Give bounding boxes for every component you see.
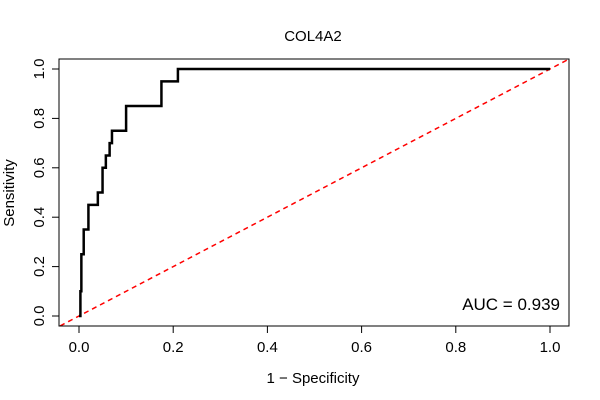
x-tick-label: 0.8 — [445, 339, 466, 356]
y-axis-label: Sensitivity — [1, 159, 18, 227]
y-tick-label: 0.6 — [31, 157, 48, 178]
chart-title: COL4A2 — [284, 28, 342, 45]
x-tick-label: 1.0 — [540, 339, 561, 356]
y-tick-label: 1.0 — [31, 59, 48, 80]
reference-diagonal-line — [59, 58, 570, 327]
x-axis: 0.0 0.2 0.4 0.6 0.8 1.0 — [69, 325, 561, 356]
x-axis-label: 1 − Specificity — [267, 370, 360, 387]
x-tick-label: 0.6 — [351, 339, 372, 356]
y-tick-label: 0.4 — [31, 207, 48, 228]
x-tick-label: 0.2 — [163, 339, 184, 356]
roc-curve-line — [79, 67, 550, 318]
y-tick-label: 0.0 — [31, 306, 48, 327]
x-tick-label: 0.0 — [69, 339, 90, 356]
x-tick-label: 0.4 — [257, 339, 278, 356]
y-tick-label: 0.2 — [31, 256, 48, 277]
y-tick-label: 0.8 — [31, 108, 48, 129]
y-axis: 0.0 0.2 0.4 0.6 0.8 1.0 — [31, 59, 60, 327]
auc-annotation: AUC = 0.939 — [462, 295, 560, 314]
